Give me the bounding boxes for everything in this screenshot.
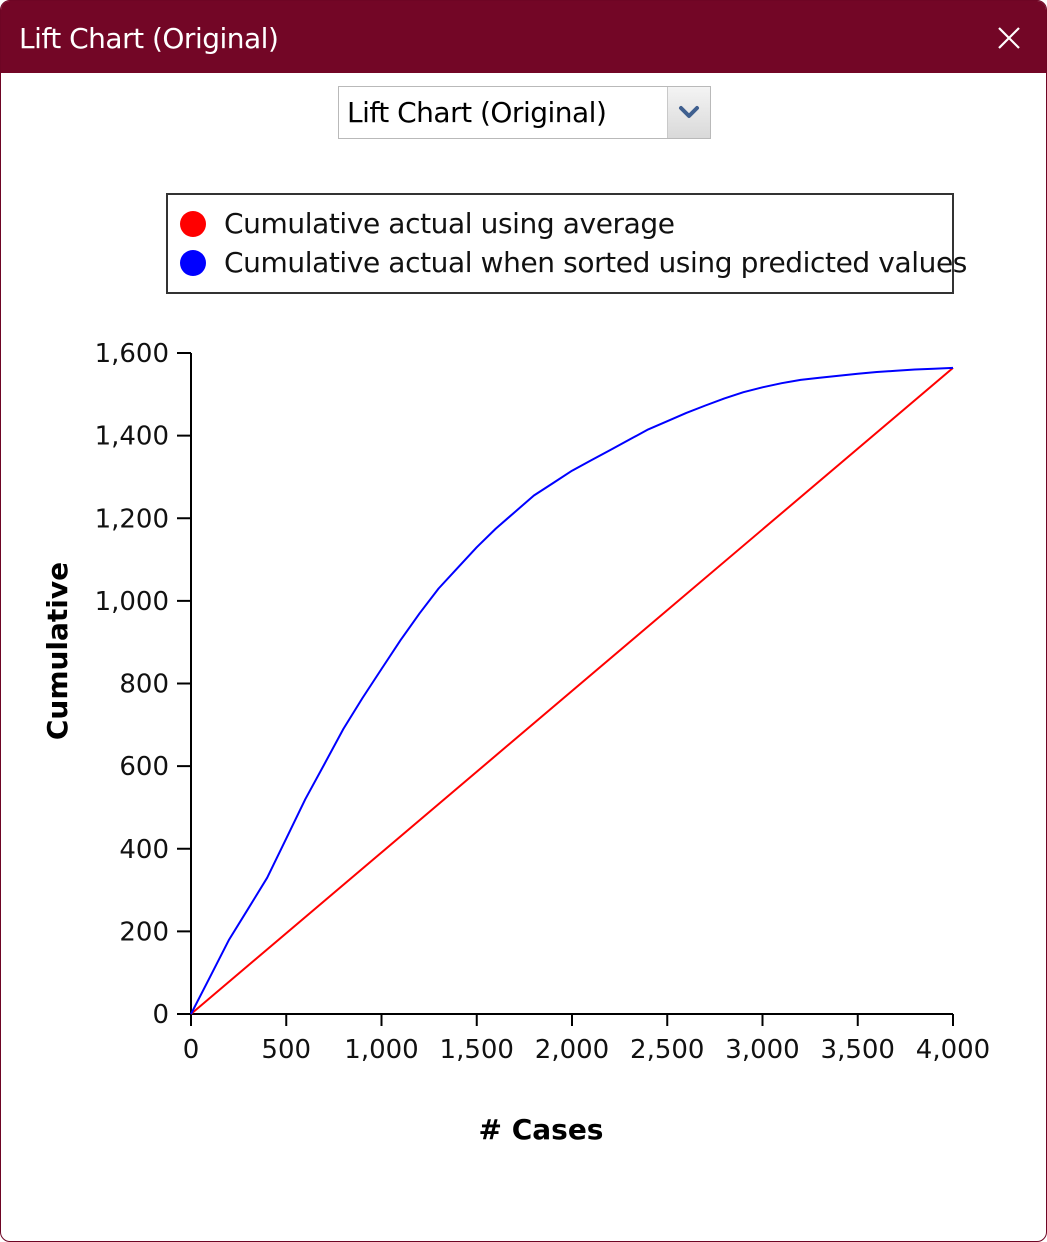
chart-axes — [177, 352, 954, 1026]
title-bar: Lift Chart (Original) — [1, 1, 1046, 73]
y-axis-title: Cumulative — [41, 562, 74, 740]
x-tick-label: 500 — [261, 1035, 311, 1065]
window-title: Lift Chart (Original) — [19, 22, 279, 55]
close-icon — [998, 27, 1020, 49]
x-tick-label: 1,000 — [344, 1035, 418, 1065]
x-tick-label: 2,500 — [630, 1035, 704, 1065]
chart-type-dropdown[interactable]: Lift Chart (Original) — [338, 86, 711, 139]
y-tick-label: 1,400 — [95, 422, 169, 452]
y-tick-label: 1,200 — [95, 504, 169, 534]
series-line-0 — [190, 367, 954, 1015]
dropdown-selected-value: Lift Chart (Original) — [347, 96, 607, 129]
y-tick-label: 1,600 — [95, 339, 169, 369]
dropdown-arrow-button[interactable] — [667, 87, 710, 138]
x-axis-title: # Cases — [479, 1113, 604, 1146]
x-tick-label: 3,000 — [725, 1035, 799, 1065]
close-button[interactable] — [986, 15, 1032, 61]
legend-label: Cumulative actual when sorted using pred… — [224, 246, 967, 279]
chart-series — [190, 366, 954, 1015]
y-tick-label: 1,000 — [95, 587, 169, 617]
x-tick-label: 4,000 — [916, 1035, 990, 1065]
y-tick-label: 800 — [119, 670, 169, 700]
legend-swatch-blue — [180, 250, 206, 276]
chart-legend: Cumulative actual using average Cumulati… — [166, 193, 967, 294]
series-line-1 — [190, 366, 954, 1015]
legend-label: Cumulative actual using average — [224, 207, 675, 240]
chevron-down-icon — [679, 106, 699, 118]
y-tick-label: 0 — [152, 1000, 169, 1030]
y-tick-label: 400 — [119, 835, 169, 865]
x-tick-label: 1,500 — [440, 1035, 514, 1065]
x-tick-label: 2,000 — [535, 1035, 609, 1065]
x-tick-label: 0 — [183, 1035, 200, 1065]
y-tick-label: 200 — [119, 917, 169, 947]
x-tick-label: 3,500 — [821, 1035, 895, 1065]
chart-labels: 0 200 400 600 800 1,000 1,200 1,400 1,600 0 500 1,0… — [41, 339, 990, 1146]
y-tick-label: 600 — [119, 752, 169, 782]
legend-swatch-red — [180, 211, 206, 237]
lift-chart-plot: 0 200 400 600 800 1,000 1,200 1,400 1,600 0 500 1,0… — [41, 339, 990, 1146]
